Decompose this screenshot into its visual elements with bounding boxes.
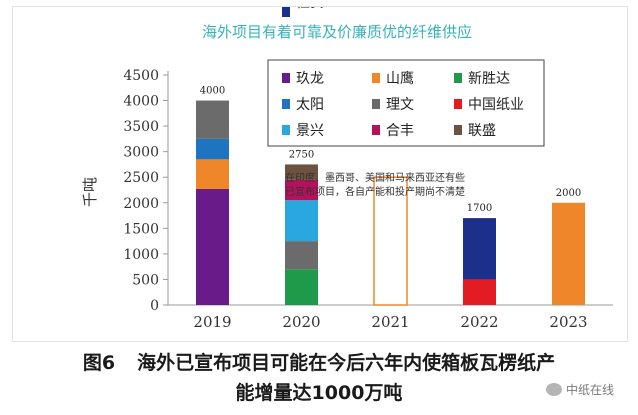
y-tick-label: 4500: [123, 68, 159, 84]
figure-caption: 图6 海外已宣布项目可能在今后六年内使箱板瓦楞纸产 能增量达1000万吨: [0, 348, 638, 408]
caption-line-2: 能增量达1000万吨: [235, 382, 403, 404]
bar-segment: [196, 100, 229, 139]
y-tick-label: 2000: [123, 196, 159, 212]
watermark-text: 中纸在线: [566, 383, 615, 397]
legend-box: [267, 59, 545, 147]
y-tick-label: 1500: [123, 221, 159, 237]
chart-title: 海外项目有着可靠及价廉质优的纤维供应: [202, 23, 472, 41]
legend-swatch: [372, 125, 380, 135]
y-tick-label: 3000: [123, 145, 159, 161]
legend-label: 太阳: [296, 97, 324, 113]
legend-label: 恒安: [296, 7, 324, 11]
y-tick-label: 500: [132, 272, 159, 288]
legend-swatch: [454, 73, 462, 83]
x-tick-label: 2020: [282, 313, 320, 331]
legend-label: 景兴: [296, 123, 324, 139]
legend-label: 合丰: [386, 123, 414, 139]
legend-label: 联盛: [468, 123, 496, 139]
x-tick-label: 2022: [460, 313, 498, 331]
bar-segment: [196, 188, 229, 305]
wechat-icon: [546, 383, 562, 396]
bar-segment: [285, 241, 318, 270]
legend-label: 玖龙: [296, 71, 324, 87]
bar-total-label: 2000: [556, 188, 581, 199]
legend-swatch: [372, 99, 380, 109]
x-tick-label: 2021: [371, 313, 409, 331]
bar-segment: [285, 269, 318, 305]
bar-segment: [285, 200, 318, 242]
legend-label: 理文: [386, 97, 414, 113]
annotation-text: 在印度、墨西哥、美国和马来西亚还有些: [285, 171, 465, 184]
bar-segment: [196, 159, 229, 189]
x-tick-label: 2023: [549, 313, 587, 331]
figure-label: 图6: [82, 352, 116, 374]
y-tick-label: 0: [150, 298, 159, 314]
bar-total-label: 4000: [200, 86, 225, 97]
legend-swatch: [372, 73, 380, 83]
bar-segment: [285, 179, 318, 201]
chart-frame: 海外项目有着可靠及价廉质优的纤维供应 0 500 1000 1500 2000 2500 30…: [12, 6, 628, 342]
legend-swatch: [282, 7, 290, 17]
y-tick-label: 4000: [123, 94, 159, 110]
watermark: 中纸在线: [546, 381, 632, 405]
legend-label: 山鹰: [386, 71, 414, 87]
x-tick-label: 2019: [193, 313, 231, 331]
legend-label: 中国纸业: [468, 97, 524, 113]
annotation-text: 已宣布项目，各自产能和投产期尚不清楚: [285, 185, 465, 198]
legend-swatch: [454, 125, 462, 135]
bar-segment: [196, 138, 229, 160]
bar-segment: [552, 202, 585, 305]
outlined-bar: [373, 176, 408, 306]
y-tick-label: 1000: [123, 247, 159, 263]
chart-svg: 海外项目有着可靠及价廉质优的纤维供应 0 500 1000 1500 2000 2500 30…: [81, 7, 613, 331]
legend-swatch: [454, 99, 462, 109]
bar-segment: [463, 218, 496, 280]
y-axis-label: 千吨: [81, 177, 99, 207]
legend-swatch: [282, 73, 290, 83]
bar-total-label: 1700: [467, 203, 492, 214]
y-tick-label: 3500: [123, 119, 159, 135]
legend-swatch: [282, 99, 290, 109]
legend-swatch: [282, 125, 290, 135]
y-tick-label: 2500: [123, 170, 159, 186]
bar-total-label: 2750: [289, 149, 314, 160]
legend-label: 新胜达: [468, 71, 510, 87]
caption-line-1: 海外已宣布项目可能在今后六年内使箱板瓦楞纸产: [137, 352, 556, 374]
bar-segment: [463, 279, 496, 305]
bar-segment: [285, 164, 318, 180]
